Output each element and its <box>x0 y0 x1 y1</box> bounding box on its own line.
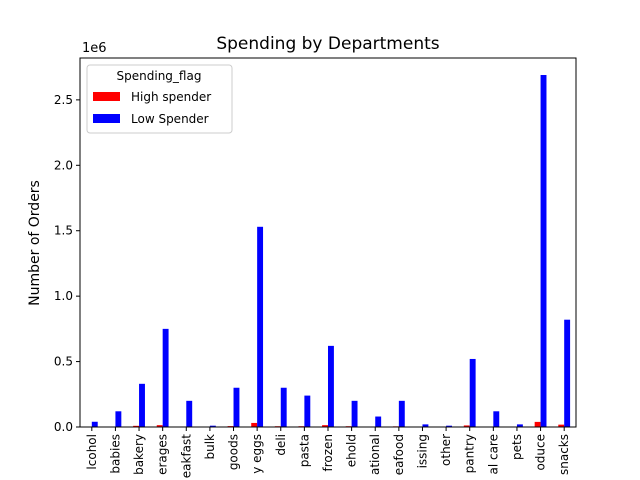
x-tick-label: goods <box>227 434 241 470</box>
bar-low-spender <box>422 424 429 427</box>
bar-low-spender <box>540 75 547 428</box>
plot-frame <box>79 57 577 428</box>
bar-low-spender <box>493 411 500 427</box>
legend-box <box>86 64 233 134</box>
bar-low-spender <box>162 328 169 427</box>
y-tick-label: 1.5 <box>54 224 73 238</box>
bar-low-spender <box>139 383 145 427</box>
x-tick-label: bulk <box>203 434 217 460</box>
x-tick-label: snacks <box>557 434 571 475</box>
x-tick-label: lcohol <box>85 434 99 470</box>
y-tick-label: 0.5 <box>54 355 73 369</box>
x-tick-label: ational <box>368 434 382 475</box>
bar-low-spender <box>186 400 193 427</box>
bar-high-spender <box>463 425 470 427</box>
legend: Spending_flag High spender Low Spender <box>86 64 233 134</box>
legend-swatch-high-spender <box>93 92 120 101</box>
x-tick-label: pasta <box>297 434 311 467</box>
bar-low-spender <box>375 416 382 427</box>
x-tick-label: bakery <box>132 434 146 475</box>
y-tick-label: 2.5 <box>54 93 73 107</box>
bar-low-spender <box>469 358 476 427</box>
bar-low-spender <box>328 345 334 427</box>
chart-title: Spending by Departments <box>216 34 439 54</box>
x-tick-label: oduce <box>534 434 548 471</box>
legend-title: Spending_flag <box>117 69 202 83</box>
bar-high-spender <box>133 425 140 427</box>
bar-low-spender <box>446 425 452 427</box>
bar-high-spender <box>251 422 258 427</box>
x-tick-label: frozen <box>321 434 335 472</box>
legend-label-high-spender: High spender <box>131 90 211 104</box>
bar-low-spender <box>398 400 405 427</box>
bar-low-spender <box>233 387 240 427</box>
x-tick-label: other <box>439 434 453 466</box>
y-tick-label: 1.0 <box>54 289 73 303</box>
bar-low-spender <box>91 421 98 427</box>
x-tick-label: pets <box>510 434 524 460</box>
bar-low-spender <box>516 424 523 427</box>
bar-low-spender <box>304 395 311 427</box>
y-tick-label: 0.0 <box>54 420 73 434</box>
x-tick-label: eafood <box>392 434 406 475</box>
bar-low-spender <box>564 319 571 427</box>
bar-low-spender <box>351 400 358 427</box>
bar-low-spender <box>280 387 287 427</box>
x-tick-label: babies <box>108 434 122 474</box>
y-tick-label: 2.0 <box>54 158 73 172</box>
bar-high-spender <box>558 424 565 427</box>
legend-swatch-low-spender <box>93 114 120 123</box>
x-tick-label: erages <box>156 434 170 475</box>
x-tick-label: ehold <box>345 434 359 467</box>
bar-low-spender <box>115 411 122 427</box>
bar-high-spender <box>534 421 541 427</box>
x-tick-label: deli <box>274 434 288 456</box>
legend-label-low-spender: Low Spender <box>131 112 209 126</box>
x-tick-label: al care <box>486 434 500 475</box>
x-tick-label: eakfast <box>179 434 193 479</box>
bar-low-spender <box>257 226 264 427</box>
bar-high-spender <box>322 425 328 427</box>
bar-high-spender <box>156 425 163 427</box>
x-tick-label: y eggs <box>250 434 264 474</box>
bar-low-spender <box>209 425 216 427</box>
y-scale-note: 1e6 <box>82 41 107 56</box>
x-tick-label: pantry <box>463 434 477 473</box>
x-tick-label: issing <box>415 434 429 468</box>
y-axis-label: Number of Orders <box>27 180 43 306</box>
